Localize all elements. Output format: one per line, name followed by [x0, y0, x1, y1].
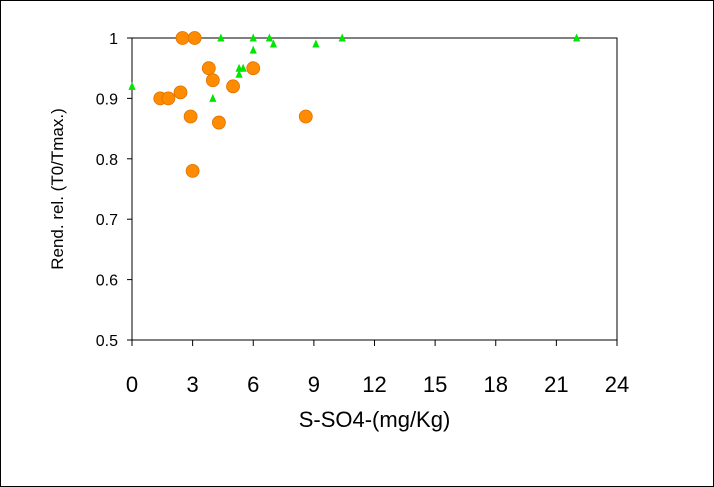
- data-point-circle: [246, 61, 261, 76]
- data-point-circle: [173, 85, 188, 100]
- data-point-triangle: [265, 33, 274, 42]
- data-point-triangle: [312, 39, 320, 48]
- x-tick-label: 6: [247, 372, 259, 397]
- data-point-triangle: [249, 33, 257, 42]
- data-point-triangle: [235, 69, 243, 78]
- data-point-circle: [183, 109, 198, 124]
- data-point-triangle: [572, 33, 581, 42]
- data-points: [128, 31, 581, 178]
- y-tick-label: 0.5: [96, 333, 118, 350]
- data-point-triangle: [217, 33, 225, 42]
- x-tick-label: 9: [308, 372, 320, 397]
- y-axis-title: Rend. rel. (T0/Tmax.): [48, 108, 67, 270]
- data-point-triangle: [239, 63, 247, 72]
- x-tick-label: 24: [605, 372, 629, 397]
- tick-labels: 0.5 0.6 0.7 0.8 0.9 1 0 3 6 9 12 15 18 21 24: [96, 31, 629, 397]
- x-tick-label: 0: [126, 372, 138, 397]
- x-axis-title: S-SO4-(mg/Kg): [299, 407, 451, 432]
- data-point-circle: [185, 163, 200, 178]
- data-point-triangle: [338, 33, 346, 42]
- plot-area: [131, 37, 618, 341]
- data-point-circle: [211, 115, 226, 130]
- x-tick-label: 3: [187, 372, 199, 397]
- data-point-triangle: [128, 81, 136, 90]
- data-point-circle: [187, 31, 202, 45]
- x-tick-label: 18: [484, 372, 508, 397]
- data-point-triangle: [269, 39, 278, 48]
- data-point-triangle: [249, 45, 257, 54]
- x-tick-label: 21: [544, 372, 568, 397]
- y-tick-label: 1: [109, 31, 118, 48]
- x-tick-label: 15: [423, 372, 447, 397]
- axes: [127, 37, 618, 346]
- y-tick-label: 0.6: [96, 273, 118, 290]
- data-point-circle: [175, 31, 190, 45]
- x-tick-label: 12: [362, 372, 386, 397]
- y-tick-label: 0.8: [96, 152, 118, 169]
- data-point-triangle: [209, 93, 217, 102]
- data-point-circle: [201, 61, 216, 76]
- y-tick-label: 0.9: [96, 91, 118, 108]
- y-tick-label: 0.7: [96, 212, 118, 229]
- data-point-circle: [161, 91, 176, 106]
- data-point-circle: [298, 109, 313, 124]
- data-point-circle: [205, 73, 220, 88]
- data-point-circle: [226, 79, 240, 94]
